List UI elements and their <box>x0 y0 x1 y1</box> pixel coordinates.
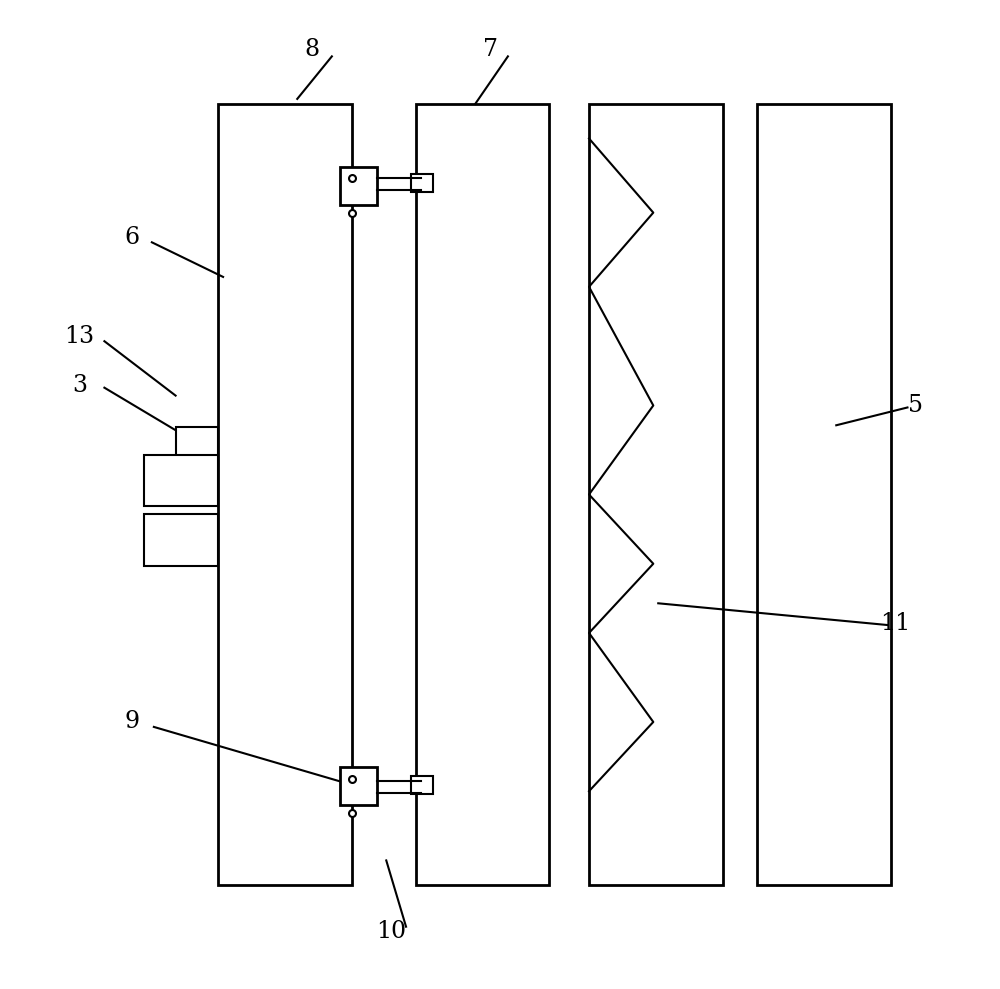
Bar <box>757 104 891 885</box>
Text: 7: 7 <box>483 38 498 61</box>
Text: 10: 10 <box>376 920 406 944</box>
Text: 9: 9 <box>125 710 140 734</box>
Text: 5: 5 <box>908 394 923 417</box>
Bar <box>176 427 218 465</box>
Text: 11: 11 <box>880 611 911 635</box>
Bar <box>416 104 549 885</box>
Bar <box>589 104 723 885</box>
Text: 8: 8 <box>305 38 320 61</box>
Text: 13: 13 <box>65 324 95 348</box>
Bar <box>144 455 218 506</box>
Bar <box>411 174 433 192</box>
Bar <box>340 767 377 805</box>
Bar <box>144 514 218 566</box>
Text: 3: 3 <box>72 374 87 398</box>
Bar <box>340 167 377 205</box>
Bar <box>411 776 433 794</box>
Bar <box>218 104 352 885</box>
Text: 6: 6 <box>125 225 140 249</box>
